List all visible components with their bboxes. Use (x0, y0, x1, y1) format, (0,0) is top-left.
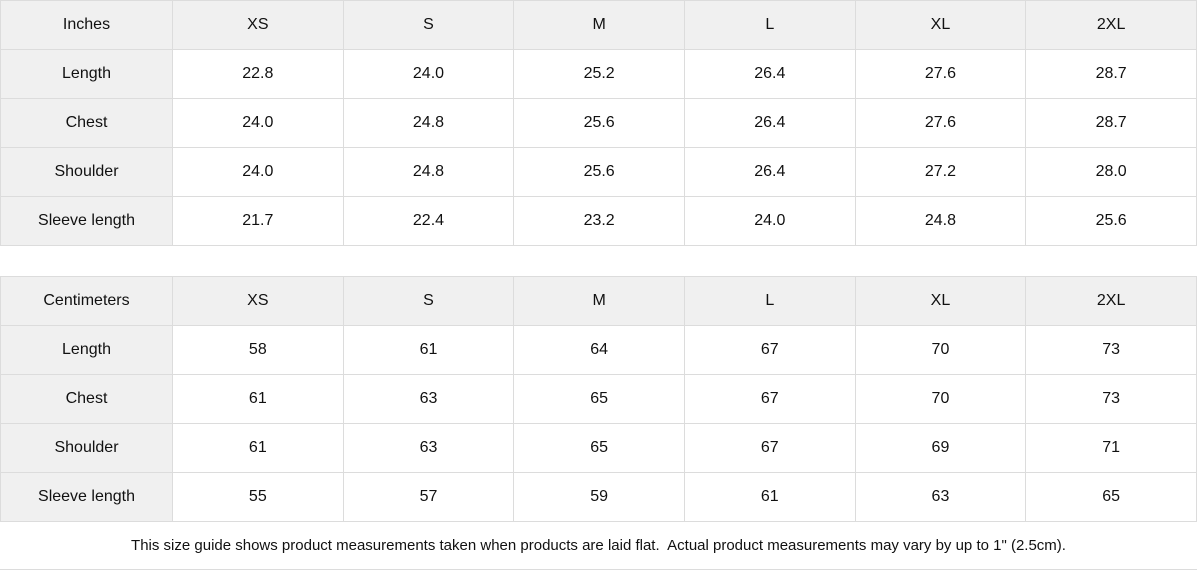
table-row-length: Length 22.8 24.0 25.2 26.4 27.6 28.7 (0, 49, 1197, 99)
table-row-chest: Chest 61 63 65 67 70 73 (0, 374, 1197, 424)
size-value-cell: 26.4 (683, 49, 856, 99)
size-value-cell: 63 (854, 472, 1027, 522)
centimeters-header-row: Centimeters XS S M L XL 2XL (0, 276, 1197, 326)
size-value-cell: 64 (513, 325, 685, 375)
column-header-xs: XS (172, 0, 344, 50)
row-label-chest: Chest (0, 374, 173, 424)
table-row-shoulder: Shoulder 61 63 65 67 69 71 (0, 423, 1197, 473)
table-row-sleeve-length: Sleeve length 55 57 59 61 63 65 (0, 472, 1197, 522)
size-value-cell: 24.8 (342, 98, 515, 148)
size-value-cell: 25.6 (513, 147, 685, 197)
size-value-cell: 23.2 (513, 196, 685, 246)
size-value-cell: 61 (342, 325, 515, 375)
size-value-cell: 27.2 (854, 147, 1027, 197)
unit-header-inches: Inches (0, 0, 173, 50)
size-value-cell: 28.0 (1025, 147, 1197, 197)
size-value-cell: 24.8 (342, 147, 515, 197)
size-value-cell: 67 (683, 325, 856, 375)
size-value-cell: 24.0 (683, 196, 856, 246)
size-value-cell: 67 (683, 374, 856, 424)
column-header-xs: XS (172, 276, 344, 326)
size-value-cell: 24.0 (172, 147, 344, 197)
size-value-cell: 28.7 (1025, 49, 1197, 99)
size-value-cell: 58 (172, 325, 344, 375)
size-value-cell: 22.8 (172, 49, 344, 99)
size-value-cell: 63 (342, 374, 515, 424)
size-value-cell: 70 (854, 325, 1027, 375)
size-value-cell: 27.6 (854, 98, 1027, 148)
size-value-cell: 24.8 (854, 196, 1027, 246)
table-row-length: Length 58 61 64 67 70 73 (0, 325, 1197, 375)
column-header-l: L (683, 0, 856, 50)
size-value-cell: 25.6 (1025, 196, 1197, 246)
table-row-sleeve-length: Sleeve length 21.7 22.4 23.2 24.0 24.8 2… (0, 196, 1197, 246)
size-value-cell: 22.4 (342, 196, 515, 246)
size-value-cell: 24.0 (172, 98, 344, 148)
size-value-cell: 71 (1025, 423, 1197, 473)
size-value-cell: 67 (683, 423, 856, 473)
size-value-cell: 25.6 (513, 98, 685, 148)
size-value-cell: 65 (1025, 472, 1197, 522)
size-value-cell: 57 (342, 472, 515, 522)
column-header-xl: XL (854, 0, 1027, 50)
column-header-l: L (683, 276, 856, 326)
size-value-cell: 27.6 (854, 49, 1027, 99)
centimeters-size-table: Centimeters XS S M L XL 2XL Length 58 61… (0, 276, 1197, 522)
column-header-m: M (513, 276, 685, 326)
size-value-cell: 69 (854, 423, 1027, 473)
size-value-cell: 25.2 (513, 49, 685, 99)
table-row-shoulder: Shoulder 24.0 24.8 25.6 26.4 27.2 28.0 (0, 147, 1197, 197)
size-guide-note: This size guide shows product measuremen… (0, 522, 1197, 570)
size-value-cell: 73 (1025, 325, 1197, 375)
size-value-cell: 61 (683, 472, 856, 522)
size-value-cell: 73 (1025, 374, 1197, 424)
row-label-chest: Chest (0, 98, 173, 148)
size-value-cell: 28.7 (1025, 98, 1197, 148)
size-value-cell: 55 (172, 472, 344, 522)
row-label-length: Length (0, 325, 173, 375)
inches-size-table: Inches XS S M L XL 2XL Length 22.8 24.0 … (0, 0, 1197, 246)
size-value-cell: 26.4 (683, 147, 856, 197)
table-section-divider (0, 246, 1197, 276)
size-value-cell: 26.4 (683, 98, 856, 148)
size-value-cell: 24.0 (342, 49, 515, 99)
table-row-chest: Chest 24.0 24.8 25.6 26.4 27.6 28.7 (0, 98, 1197, 148)
size-value-cell: 70 (854, 374, 1027, 424)
row-label-shoulder: Shoulder (0, 423, 173, 473)
size-value-cell: 63 (342, 423, 515, 473)
column-header-2xl: 2XL (1025, 276, 1197, 326)
size-value-cell: 59 (513, 472, 685, 522)
inches-header-row: Inches XS S M L XL 2XL (0, 0, 1197, 50)
column-header-2xl: 2XL (1025, 0, 1197, 50)
column-header-s: S (342, 0, 515, 50)
size-value-cell: 65 (513, 423, 685, 473)
row-label-sleeve-length: Sleeve length (0, 472, 173, 522)
column-header-xl: XL (854, 276, 1027, 326)
size-value-cell: 61 (172, 374, 344, 424)
unit-header-centimeters: Centimeters (0, 276, 173, 326)
column-header-m: M (513, 0, 685, 50)
size-value-cell: 21.7 (172, 196, 344, 246)
row-label-shoulder: Shoulder (0, 147, 173, 197)
row-label-length: Length (0, 49, 173, 99)
column-header-s: S (342, 276, 515, 326)
size-value-cell: 65 (513, 374, 685, 424)
row-label-sleeve-length: Sleeve length (0, 196, 173, 246)
size-value-cell: 61 (172, 423, 344, 473)
